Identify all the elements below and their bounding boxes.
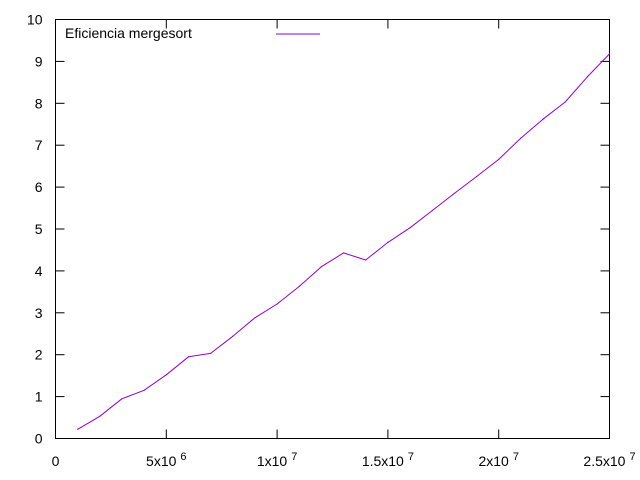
data-point xyxy=(542,118,544,120)
x-tick-label-base: 2.5x10 xyxy=(583,453,625,469)
data-point xyxy=(210,352,212,355)
data-point xyxy=(320,266,323,268)
data-point xyxy=(431,209,433,212)
y-tick-label: 6 xyxy=(35,179,43,195)
x-tick-label-base: 2x10 xyxy=(478,453,509,469)
x-tick-label-exponent: 7 xyxy=(291,451,297,463)
y-tick-label: 2 xyxy=(35,347,43,363)
data-point xyxy=(232,335,234,337)
data-point xyxy=(121,398,123,400)
data-point xyxy=(586,76,588,78)
data-point xyxy=(365,259,367,261)
legend: Eficiencia mergesort xyxy=(65,25,320,41)
data-point xyxy=(564,101,566,103)
data-point xyxy=(498,158,500,161)
x-tick-label-exponent: 6 xyxy=(180,451,186,463)
x-tick-label-base: 0 xyxy=(52,453,60,469)
x-tick-label: 1.5x10 7 xyxy=(362,451,414,469)
data-point xyxy=(342,252,345,254)
plot-area-frame xyxy=(55,19,610,439)
data-point xyxy=(254,317,256,319)
x-tick-label-exponent: 7 xyxy=(408,451,414,463)
legend-label: Eficiencia mergesort xyxy=(65,25,192,41)
y-tick-label: 0 xyxy=(35,431,43,447)
y-tick-label: 7 xyxy=(35,137,43,153)
y-tick-label: 5 xyxy=(35,221,43,237)
x-tick-label: 2x10 7 xyxy=(478,451,518,469)
y-tick-label: 3 xyxy=(35,305,43,321)
data-point xyxy=(453,192,455,194)
x-tick-label-base: 1x10 xyxy=(257,453,288,469)
series-line xyxy=(77,53,610,430)
y-tick-label: 10 xyxy=(27,12,43,28)
data-point xyxy=(298,285,300,288)
y-tick-label: 4 xyxy=(35,263,43,279)
data-point xyxy=(165,374,167,376)
data-point xyxy=(520,137,522,139)
x-tick-label-exponent: 7 xyxy=(629,451,635,463)
y-tick-label: 9 xyxy=(35,53,43,69)
x-tick-label: 5x10 6 xyxy=(146,451,186,469)
y-axis: 0 1 2 3 4 5 6 7 8 9 10 xyxy=(27,12,610,447)
data-point xyxy=(387,241,389,244)
x-axis: 0 5x10 6 1x10 7 1.5x10 7 2x10 7 2.5x10 7 xyxy=(52,19,636,469)
x-tick-label: 2.5x10 7 xyxy=(583,451,635,469)
data-point xyxy=(143,389,145,391)
data-point xyxy=(608,53,611,55)
data-point xyxy=(276,303,278,305)
y-tick-label: 1 xyxy=(35,389,43,405)
data-point xyxy=(409,227,411,229)
data-point xyxy=(187,356,190,358)
x-tick-label: 0 xyxy=(52,453,60,469)
x-tick-label-base: 5x10 xyxy=(146,453,177,469)
x-tick-label: 1x10 7 xyxy=(257,451,297,469)
x-tick-label-base: 1.5x10 xyxy=(362,453,404,469)
data-point xyxy=(99,415,101,417)
x-tick-label-exponent: 7 xyxy=(513,451,519,463)
data-point xyxy=(77,428,79,430)
series-layer xyxy=(77,53,611,430)
y-tick-label: 8 xyxy=(35,95,43,111)
data-point xyxy=(475,176,478,178)
